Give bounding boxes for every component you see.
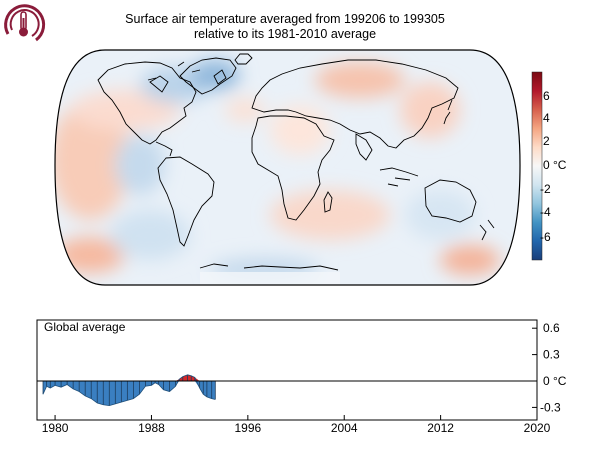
y-tick-label: 0.3: [543, 348, 560, 362]
colorbar-tick-neg2: -2: [540, 182, 551, 196]
x-tick-label: 1996: [234, 421, 261, 435]
map-title-line1: Surface air temperature averaged from 19…: [125, 12, 445, 26]
chart-title: Global average: [44, 320, 126, 334]
map-border: [54, 49, 521, 286]
colorbar-tick-0: 0: [543, 158, 550, 172]
x-tick-label: 2020: [524, 421, 551, 435]
colorbar-gradient: [531, 71, 543, 261]
colorbar-tick-neg6: -6: [540, 230, 551, 244]
thermometer-logo-icon: [4, 4, 46, 42]
coastlines: [97, 53, 495, 271]
negative-anomaly-area: [43, 381, 216, 406]
y-unit: °C: [553, 374, 567, 388]
anomaly-area-series: [42, 374, 216, 407]
x-tick-label: 1980: [42, 421, 69, 435]
y-tick-label: 0: [543, 374, 550, 388]
world-map: [54, 49, 521, 286]
x-tick-label: 2004: [331, 421, 358, 435]
colorbar-tick-6: 6: [543, 89, 550, 103]
x-tick-label: 1988: [138, 421, 165, 435]
colorbar-tick-2: 2: [543, 134, 550, 148]
chart-ticks: 1980 1988 1996 2004 2012 2020 0.6 0.3 0 -0.3: [42, 321, 561, 435]
colorbar: 6 4 2 0 °C -2 -4 -6: [531, 71, 567, 261]
map-title-line2: relative to its 1981-2010 average: [194, 27, 376, 41]
y-tick-label: 0.6: [543, 321, 560, 335]
chart-frame: [36, 319, 538, 421]
colorbar-tick-neg4: -4: [540, 205, 551, 219]
x-tick-label: 2012: [427, 421, 454, 435]
y-tick-label: -0.3: [540, 400, 561, 414]
anomaly-line: [42, 374, 216, 407]
colorbar-tick-4: 4: [543, 111, 550, 125]
colorbar-unit: °C: [553, 158, 567, 172]
